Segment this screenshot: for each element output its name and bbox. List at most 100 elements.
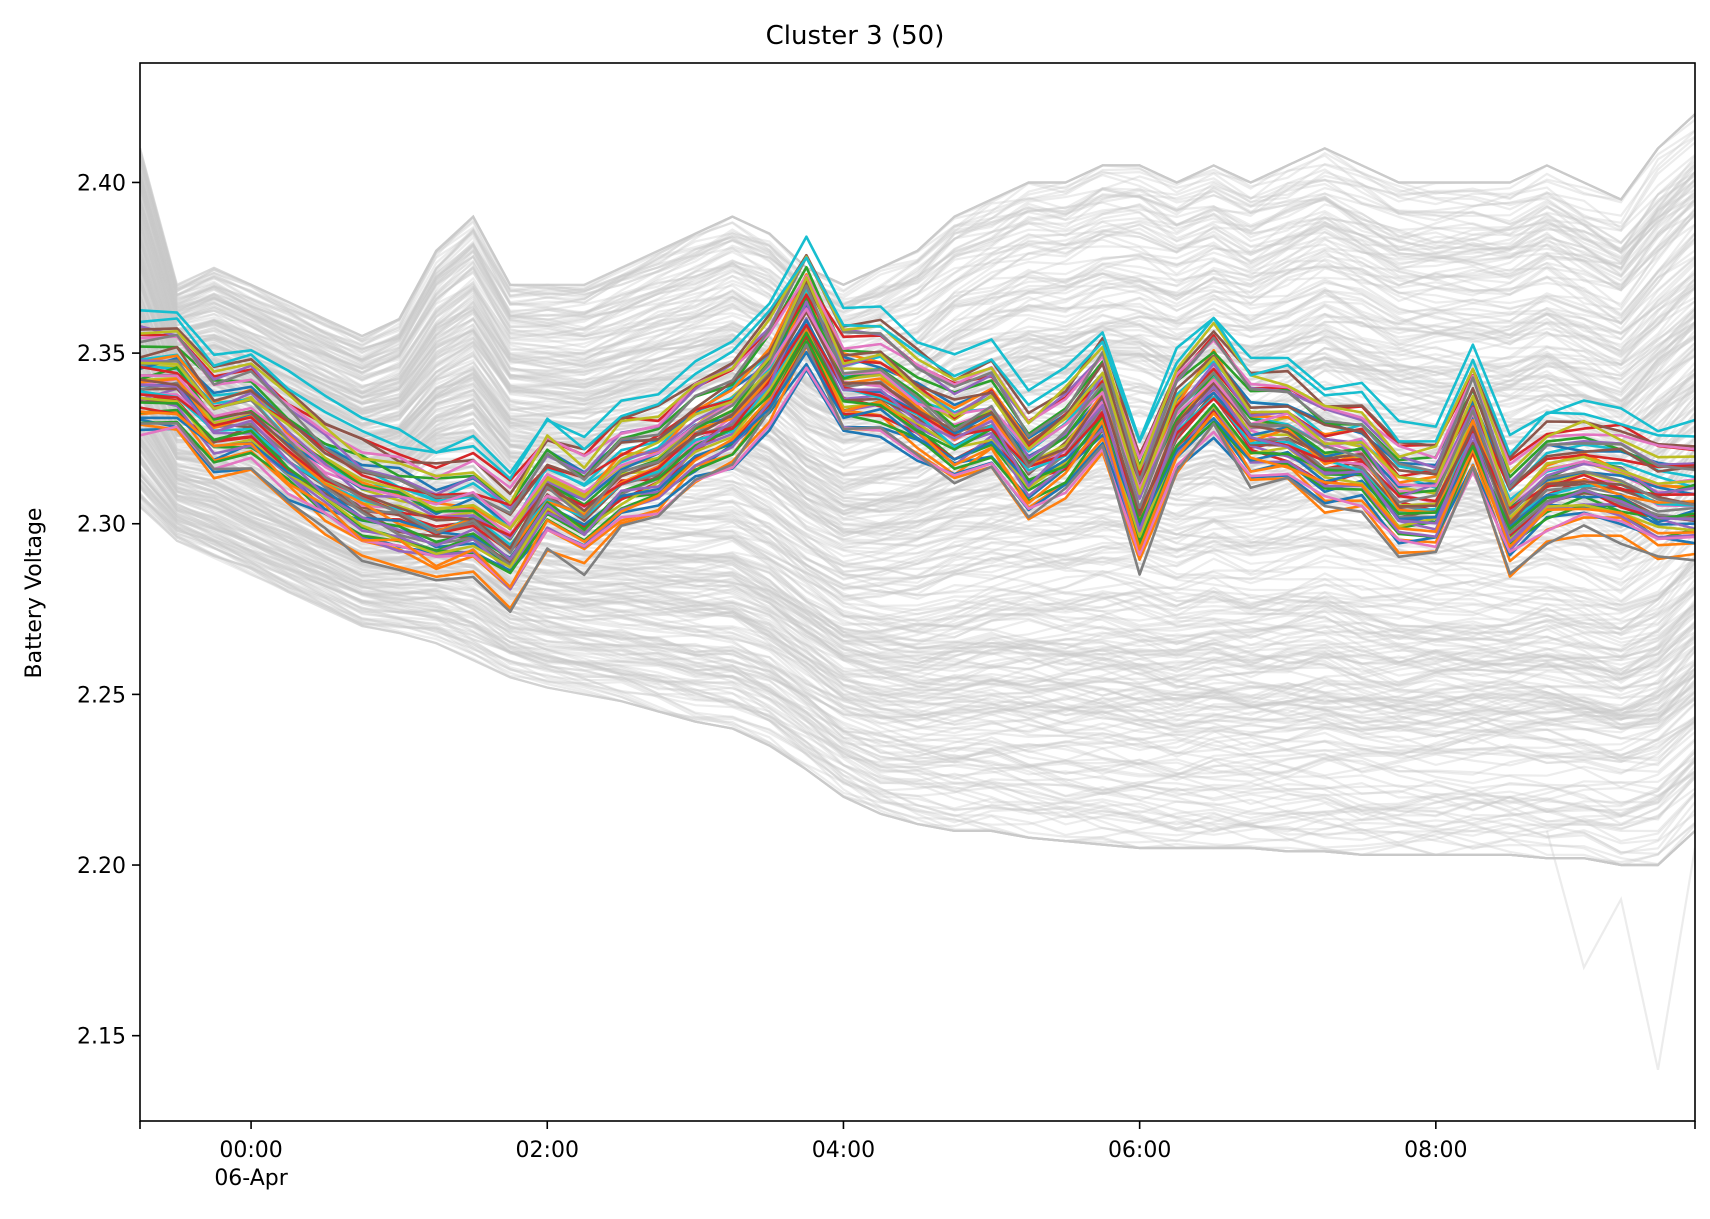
background-series-line: [140, 471, 1695, 867]
background-series-line: [140, 422, 1695, 719]
background-series-line: [140, 495, 1695, 867]
background-series-line: [140, 444, 1695, 731]
background-series-line: [140, 203, 1695, 382]
background-series-line: [140, 237, 1695, 482]
background-series-line: [140, 486, 1695, 864]
background-series-line: [140, 495, 1695, 825]
background-series-line: [140, 363, 1695, 610]
background-series-line: [140, 175, 1695, 370]
background-series-line: [140, 425, 1695, 699]
background-series-line: [140, 503, 1695, 818]
cluster-series-line: [140, 300, 1695, 561]
background-series-line: [140, 257, 1695, 497]
background-series-line: [140, 308, 1695, 509]
background-outlier-line: [1545, 830, 1695, 1071]
background-series-line: [140, 483, 1695, 854]
background-series-line: [140, 394, 1695, 684]
background-series-line: [140, 438, 1695, 676]
background-series-line: [140, 166, 1695, 375]
background-series-line: [140, 451, 1695, 755]
background-series-line: [140, 443, 1695, 782]
background-series-line: [140, 164, 1695, 381]
background-series-line: [140, 441, 1695, 717]
y-tick-label: 2.25: [77, 683, 126, 708]
background-series-line: [140, 418, 1695, 714]
cluster-series-line: [140, 256, 1695, 480]
background-series-line: [140, 363, 1695, 561]
background-series-line: [140, 493, 1695, 775]
x-axis: 00:00 06-Apr 02:00 04:00 06:00 08:00: [139, 1121, 1696, 1191]
background-series-line: [140, 460, 1695, 805]
background-series-line: [140, 253, 1695, 469]
background-series-line: [140, 477, 1695, 867]
background-series-line: [140, 455, 1695, 829]
background-series-line: [140, 162, 1695, 346]
background-series-line: [140, 327, 1695, 490]
background-series-line: [140, 113, 1695, 338]
background-series-line: [140, 220, 1695, 393]
cluster-series-line: [140, 307, 1695, 526]
background-series-line: [140, 191, 1695, 393]
cluster-series-line: [140, 323, 1695, 591]
cluster-series-line: [140, 235, 1695, 475]
background-series-line: [140, 169, 1695, 350]
background-series-line: [140, 199, 1695, 395]
background-series-line: [140, 496, 1695, 832]
background-series-line: [140, 449, 1695, 783]
background-series-line: [140, 129, 1695, 361]
cluster-series-line: [140, 331, 1695, 561]
background-series-line: [140, 436, 1695, 815]
background-series-line: [140, 154, 1695, 343]
cluster-series-line: [140, 276, 1695, 530]
background-series-line: [140, 405, 1695, 730]
background-series-line: [140, 415, 1695, 762]
background-series-line: [140, 497, 1695, 843]
background-series-line: [140, 338, 1695, 591]
background-series-line: [140, 197, 1695, 390]
background-series-line: [140, 425, 1695, 722]
background-series-line: [140, 290, 1695, 488]
cluster-series-line: [140, 350, 1695, 560]
background-series-line: [140, 220, 1695, 395]
background-series-line: [140, 199, 1695, 378]
background-series-line: [140, 434, 1695, 674]
background-series-line: [140, 447, 1695, 702]
background-series-line: [140, 344, 1695, 660]
background-series-line: [140, 443, 1695, 751]
background-series-line: [140, 505, 1695, 836]
y-tick-label: 2.40: [77, 171, 126, 196]
background-series-line: [140, 449, 1695, 725]
background-series-line: [140, 385, 1695, 646]
background-series-line: [140, 113, 1695, 348]
background-series-line: [140, 261, 1695, 426]
cluster-series-line: [140, 310, 1695, 550]
background-series-line: [140, 278, 1695, 469]
cluster-series-line: [140, 255, 1695, 505]
background-series-line: [140, 473, 1695, 823]
background-series-line: [140, 410, 1695, 747]
background-series-line: [140, 411, 1695, 740]
y-tick-label: 2.30: [77, 513, 126, 538]
background-series-line: [140, 505, 1695, 867]
background-series-line: [140, 113, 1695, 350]
background-series-line: [140, 150, 1695, 338]
background-series-line: [140, 184, 1695, 380]
background-series-line: [140, 495, 1695, 826]
background-series-line: [140, 113, 1695, 347]
background-series-line: [140, 136, 1695, 353]
background-series-line: [140, 478, 1695, 817]
background-series-line: [140, 260, 1695, 413]
background-series-line: [140, 485, 1695, 818]
background-series-line: [140, 473, 1695, 845]
background-series-line: [140, 479, 1695, 843]
background-series-line: [140, 113, 1695, 351]
background-series-line: [140, 458, 1695, 779]
background-series-line: [140, 264, 1695, 488]
cluster-series-line: [140, 343, 1695, 613]
background-series-line: [140, 419, 1695, 721]
background-series-line: [140, 492, 1695, 867]
background-series-line: [140, 113, 1695, 340]
x-tick-label: 08:00: [1404, 1138, 1467, 1163]
background-series-group: [140, 113, 1695, 1071]
